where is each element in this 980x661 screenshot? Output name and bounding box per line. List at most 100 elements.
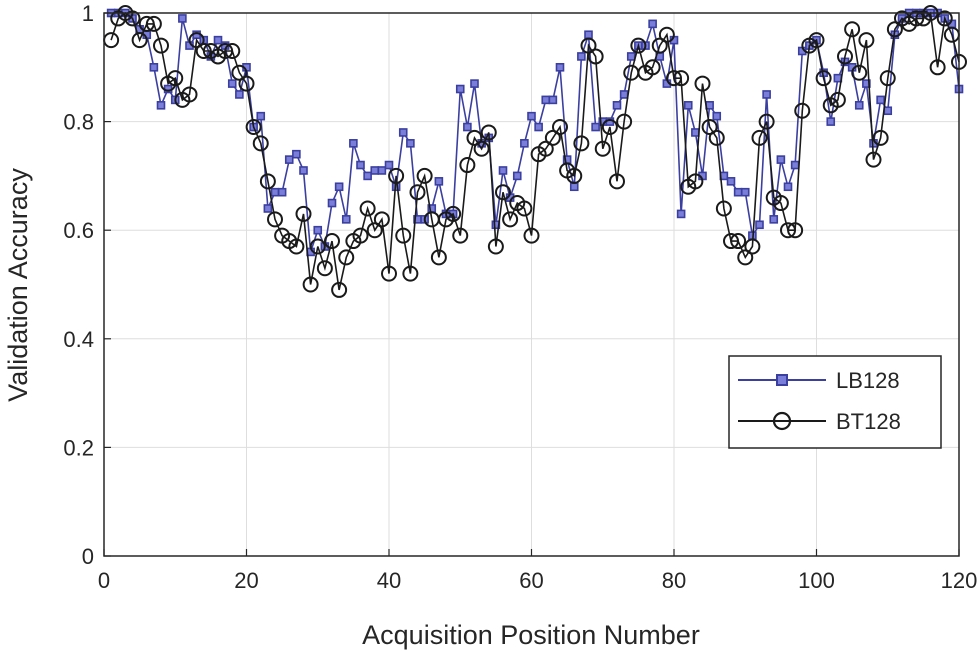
data-point-bt128 xyxy=(167,70,184,87)
data-point-lb128 xyxy=(263,204,273,213)
data-point-bt128 xyxy=(851,64,868,81)
data-point-lb128 xyxy=(541,95,551,105)
data-point-lb128 xyxy=(676,209,686,219)
data-point-bt128 xyxy=(316,260,333,277)
data-point-bt128 xyxy=(217,43,234,60)
data-point-lb128 xyxy=(883,106,893,116)
data-point-bt128 xyxy=(245,119,262,136)
data-point-bt128 xyxy=(815,70,832,87)
data-point-lb128 xyxy=(726,177,736,186)
x-tick-label: 120 xyxy=(941,568,978,593)
data-point-lb128 xyxy=(776,155,786,164)
data-point-bt128 xyxy=(409,184,426,201)
data-point-bt128 xyxy=(794,102,811,119)
data-point-lb128 xyxy=(548,95,558,105)
data-point-bt128 xyxy=(715,200,732,217)
data-point-lb128 xyxy=(398,128,408,137)
data-point-bt128 xyxy=(331,281,348,298)
data-point-lb128 xyxy=(762,90,771,99)
data-point-bt128 xyxy=(872,129,889,146)
data-point-lb128 xyxy=(826,117,836,126)
x-tick-label: 60 xyxy=(519,568,543,593)
data-point-bt128 xyxy=(701,119,718,136)
data-point-lb128 xyxy=(619,90,629,99)
data-point-bt128 xyxy=(630,37,647,54)
data-point-lb128 xyxy=(270,187,280,197)
data-point-bt128 xyxy=(580,37,597,54)
data-point-bt128 xyxy=(188,32,205,49)
data-point-bt128 xyxy=(673,70,690,87)
legend-label-lb128: LB128 xyxy=(836,368,900,393)
data-point-bt128 xyxy=(295,205,312,222)
data-point-lb128 xyxy=(755,220,764,230)
data-point-lb128 xyxy=(470,79,479,88)
data-point-lb128 xyxy=(213,35,223,45)
data-point-lb128 xyxy=(876,95,885,105)
data-point-bt128 xyxy=(587,48,604,65)
data-point-bt128 xyxy=(908,10,925,27)
data-point-lb128 xyxy=(648,19,657,29)
data-point-lb128 xyxy=(463,122,472,132)
data-point-lb128 xyxy=(769,215,779,224)
data-point-lb128 xyxy=(527,111,536,121)
legend: LB128 BT128 xyxy=(728,355,942,449)
data-point-bt128 xyxy=(523,227,540,244)
data-point-bt128 xyxy=(879,70,896,87)
x-tick-label: 100 xyxy=(798,568,835,593)
data-point-bt128 xyxy=(252,135,269,152)
data-point-bt128 xyxy=(473,140,490,157)
data-point-lb128 xyxy=(349,139,358,148)
data-point-lb128 xyxy=(434,177,444,186)
data-point-bt128 xyxy=(381,265,397,282)
x-tick-label: 40 xyxy=(377,568,401,593)
data-point-lb128 xyxy=(327,198,337,208)
data-point-bt128 xyxy=(751,129,768,146)
data-point-bt128 xyxy=(138,15,155,32)
data-point-lb128 xyxy=(455,84,465,94)
data-point-bt128 xyxy=(808,32,825,49)
data-point-bt128 xyxy=(516,200,533,217)
data-point-bt128 xyxy=(858,32,875,49)
data-point-bt128 xyxy=(495,184,511,201)
data-point-bt128 xyxy=(388,167,405,184)
data-point-bt128 xyxy=(359,200,376,217)
data-point-bt128 xyxy=(544,129,561,146)
data-point-bt128 xyxy=(259,173,276,190)
data-point-bt128 xyxy=(772,195,789,212)
y-tick-label: 1 xyxy=(82,1,94,26)
data-point-lb128 xyxy=(626,52,636,61)
data-point-lb128 xyxy=(691,128,700,137)
data-point-bt128 xyxy=(466,129,483,146)
data-point-bt128 xyxy=(324,233,340,250)
data-point-bt128 xyxy=(609,173,625,190)
data-point-lb128 xyxy=(156,101,166,110)
y-tick-label: 0.8 xyxy=(63,110,94,135)
series-layer xyxy=(103,5,967,298)
y-tick-label: 0 xyxy=(82,544,94,569)
data-point-bt128 xyxy=(352,227,369,244)
data-point-lb128 xyxy=(591,122,600,132)
data-point-bt128 xyxy=(537,140,554,157)
data-point-bt128 xyxy=(844,21,861,38)
data-point-lb128 xyxy=(406,139,415,148)
data-point-lb128 xyxy=(740,187,750,197)
data-point-bt128 xyxy=(644,59,661,76)
data-point-lb128 xyxy=(683,101,693,110)
data-point-bt128 xyxy=(480,124,497,141)
legend-marker-lb128 xyxy=(776,374,788,386)
legend-marker-bt128 xyxy=(772,411,792,431)
data-point-bt128 xyxy=(744,238,761,255)
data-point-lb128 xyxy=(313,225,323,235)
data-point-lb128 xyxy=(356,160,365,170)
ticks: 0 20 40 60 80 100 120 0 0.2 0.4 0.6 0.8 1 xyxy=(63,1,977,593)
data-point-lb128 xyxy=(363,171,372,181)
y-axis-title: Validation Accuracy xyxy=(3,168,33,402)
data-point-lb128 xyxy=(862,79,871,88)
data-point-bt128 xyxy=(687,173,704,190)
data-point-lb128 xyxy=(178,14,187,23)
data-point-bt128 xyxy=(601,119,618,136)
legend-label-bt128: BT128 xyxy=(836,409,901,434)
data-point-bt128 xyxy=(936,10,953,27)
data-point-bt128 xyxy=(366,222,383,239)
